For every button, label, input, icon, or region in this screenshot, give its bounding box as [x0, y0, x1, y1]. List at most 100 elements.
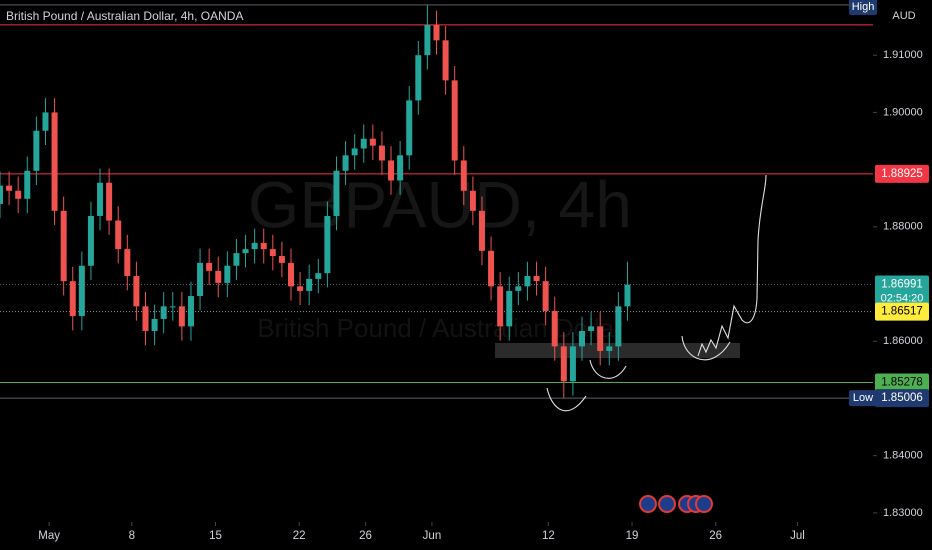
candle-body: [424, 24, 431, 56]
x-tick-label: 22: [293, 530, 306, 542]
candle-body: [0, 185, 3, 204]
candles: [0, 4, 631, 398]
candle-body: [524, 276, 531, 287]
candle-body: [106, 182, 113, 221]
candle-body: [42, 112, 49, 131]
candle-body: [315, 273, 322, 279]
price-label-box: [875, 302, 929, 321]
candle-body: [388, 160, 395, 181]
x-tick-label: 19: [626, 530, 639, 542]
x-tick-label: 8: [129, 530, 135, 542]
event-icons: [639, 495, 713, 513]
candle-body: [6, 185, 13, 191]
x-tick-label: Jun: [423, 530, 442, 542]
candle-body: [133, 276, 140, 307]
candle-body: [151, 318, 158, 331]
candle-body: [278, 256, 285, 263]
x-tick-label: 12: [542, 530, 555, 542]
candle-body: [224, 265, 231, 283]
candle-body: [460, 160, 467, 191]
candle-body: [488, 250, 495, 287]
candle-body: [369, 138, 376, 146]
candle-body: [260, 242, 267, 250]
background-layer: GBPAUD, 4h British Pound / Australian Do…: [248, 167, 740, 358]
candle-body: [51, 112, 58, 211]
candle-body: [342, 155, 349, 171]
watermark-sub: British Pound / Australian Dollar: [257, 313, 623, 343]
tag-box: [849, 390, 877, 407]
candle-body: [442, 40, 449, 81]
axes: 1.91000 1.90000 1.88000 1.86000 1.84000 1.830…: [38, 0, 929, 542]
event-icon[interactable]: [639, 495, 657, 513]
currency-label: AUD: [892, 10, 915, 22]
candle-body: [515, 286, 522, 291]
candle-body: [588, 326, 595, 331]
price-label: 1.86991: [881, 279, 923, 291]
candle-body: [597, 326, 604, 351]
candle-body: [615, 306, 622, 347]
candle-body: [433, 24, 440, 41]
candle-body: [606, 346, 613, 351]
event-icon[interactable]: [658, 495, 676, 513]
y-tick-label: 1.86000: [883, 335, 923, 347]
candle-body: [97, 182, 104, 216]
candle-body: [251, 242, 258, 250]
candle-body: [233, 253, 240, 266]
candle-body: [33, 130, 40, 171]
candle-body: [451, 80, 458, 161]
candle-body: [333, 170, 340, 216]
x-tick-label: Jul: [790, 530, 805, 542]
y-tick-label: 1.91000: [883, 49, 923, 61]
y-tick-label: 1.88000: [883, 221, 923, 233]
x-tick-label: 26: [709, 530, 722, 542]
x-tick-label: 15: [209, 530, 222, 542]
candle-body: [197, 262, 204, 297]
drawing-curve: [681, 335, 731, 361]
candle-body: [269, 249, 276, 257]
candle-body: [533, 276, 540, 282]
candle-body: [306, 278, 313, 291]
drawing-curve: [546, 387, 587, 412]
candle-body: [579, 330, 585, 347]
candle-body: [560, 346, 567, 382]
candle-body: [15, 190, 22, 199]
candle-body: [69, 281, 76, 317]
candle-body: [215, 270, 222, 283]
candle-body: [169, 306, 176, 308]
x-tick-label: 26: [359, 530, 372, 542]
candle-body: [142, 306, 149, 331]
candle-body: [406, 100, 413, 156]
projection-path: [697, 174, 767, 357]
tag-box: [849, 0, 877, 15]
watermark: GBPAUD, 4h: [248, 167, 632, 241]
candle-body: [469, 190, 476, 211]
candle-body: [124, 249, 131, 277]
chart-title: British Pound / Australian Dollar, 4h, O…: [6, 9, 243, 23]
candle-body: [397, 155, 404, 181]
price-lines: [0, 4, 873, 399]
candle-body: [324, 215, 331, 274]
tag-label: High: [852, 1, 875, 13]
candle-body: [288, 262, 294, 287]
price-label: 1.88925: [881, 168, 923, 180]
candle-body: [187, 296, 194, 327]
candle-body: [569, 346, 576, 382]
candle-body: [478, 210, 485, 251]
candle-body: [297, 286, 304, 291]
price-label: 1.85006: [881, 392, 923, 404]
candle-body: [506, 290, 513, 327]
candle-body: [24, 170, 31, 199]
candle-body: [360, 138, 367, 149]
candle-body: [115, 220, 122, 250]
price-label-box: [875, 275, 929, 308]
event-icon[interactable]: [695, 495, 713, 513]
x-tick-label: May: [38, 530, 60, 542]
candle-body: [242, 249, 249, 254]
y-tick-label: 1.83000: [883, 507, 923, 519]
candle-body: [60, 210, 67, 282]
price-label: 1.86517: [881, 306, 923, 318]
candle-body: [542, 281, 549, 311]
price-label: 1.85278: [881, 377, 923, 389]
